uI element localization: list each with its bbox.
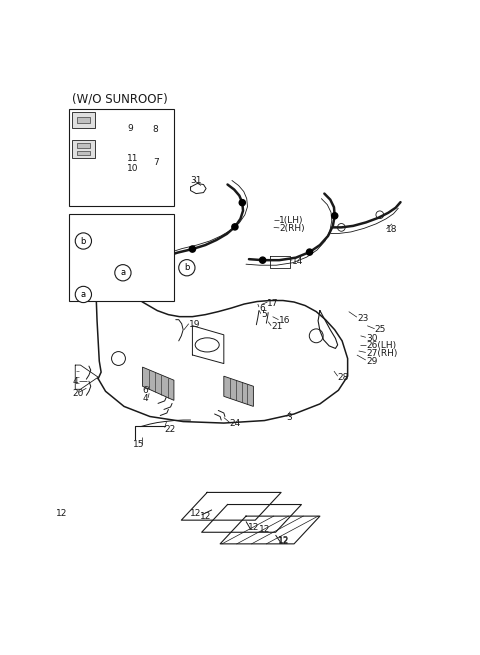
Circle shape <box>75 233 92 249</box>
Text: (W/O SUNROOF): (W/O SUNROOF) <box>72 92 168 105</box>
Circle shape <box>75 286 92 303</box>
Text: b: b <box>184 263 190 272</box>
Circle shape <box>307 249 312 255</box>
Text: 29: 29 <box>366 356 377 365</box>
Text: 12: 12 <box>278 536 289 545</box>
Text: 6: 6 <box>259 303 264 312</box>
Bar <box>69 214 174 301</box>
Text: 21: 21 <box>271 322 283 331</box>
Text: 18: 18 <box>386 225 398 234</box>
Text: 30: 30 <box>366 334 378 343</box>
Text: 2(RH): 2(RH) <box>279 225 305 233</box>
Text: 27(RH): 27(RH) <box>366 349 397 358</box>
Text: b: b <box>81 236 86 246</box>
Text: 12: 12 <box>278 537 289 546</box>
Circle shape <box>189 246 195 252</box>
Circle shape <box>239 200 245 206</box>
Text: 26(LH): 26(LH) <box>366 341 396 350</box>
Text: 1(LH): 1(LH) <box>279 216 304 225</box>
Text: 4: 4 <box>72 377 78 386</box>
Bar <box>77 151 90 155</box>
Text: 31: 31 <box>190 176 201 185</box>
Text: 15: 15 <box>133 440 145 449</box>
Text: a: a <box>81 290 86 299</box>
Text: 20: 20 <box>72 389 84 398</box>
Text: 3: 3 <box>287 413 292 422</box>
Text: 14: 14 <box>292 257 303 266</box>
Text: 12: 12 <box>56 509 67 518</box>
Circle shape <box>332 213 338 219</box>
Text: 19: 19 <box>189 320 200 329</box>
Bar <box>72 140 95 159</box>
Text: 4: 4 <box>143 394 148 403</box>
Text: 16: 16 <box>278 316 290 325</box>
Text: 22: 22 <box>165 424 176 434</box>
Text: 17: 17 <box>267 299 279 308</box>
Circle shape <box>232 224 238 230</box>
Circle shape <box>179 259 195 276</box>
Text: 24: 24 <box>229 419 240 428</box>
Circle shape <box>260 257 266 263</box>
Text: 7: 7 <box>153 158 158 167</box>
Text: 25: 25 <box>374 326 386 334</box>
Text: 5: 5 <box>261 310 266 319</box>
Text: 6: 6 <box>143 386 148 395</box>
Text: 10: 10 <box>127 164 139 173</box>
Bar <box>77 143 90 147</box>
Text: 8: 8 <box>153 124 158 134</box>
Text: 12: 12 <box>248 523 259 532</box>
Text: 11: 11 <box>127 154 139 163</box>
Text: 12: 12 <box>259 525 270 534</box>
Text: 12: 12 <box>200 512 211 521</box>
Circle shape <box>115 265 131 281</box>
Bar <box>69 109 174 206</box>
Text: 12: 12 <box>191 509 202 518</box>
Text: 28: 28 <box>337 373 349 382</box>
Bar <box>77 117 90 123</box>
Polygon shape <box>224 376 253 406</box>
Text: 9: 9 <box>127 124 133 132</box>
Polygon shape <box>143 367 174 400</box>
Text: a: a <box>120 269 125 277</box>
Text: 23: 23 <box>357 314 368 323</box>
Bar <box>72 112 95 128</box>
